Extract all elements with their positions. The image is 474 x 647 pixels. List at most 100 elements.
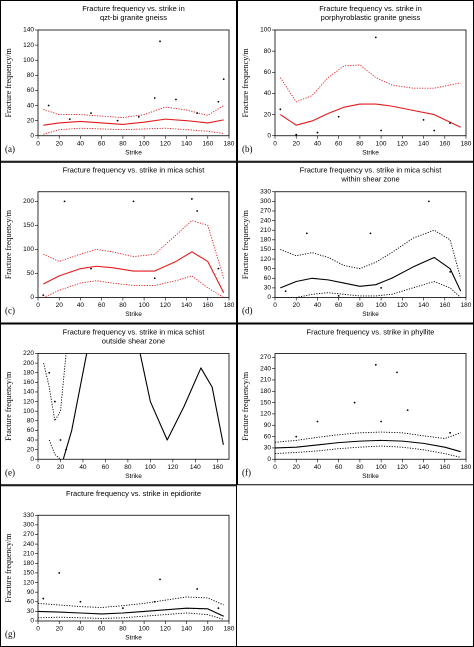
y-tick-label: 40 bbox=[27, 102, 35, 109]
x-tick-label: 160 bbox=[212, 464, 223, 471]
x-tick-label: 180 bbox=[224, 140, 235, 147]
data-point bbox=[153, 97, 156, 99]
x-tick-label: 60 bbox=[335, 302, 343, 309]
data-point bbox=[406, 409, 409, 412]
x-tick-label: 100 bbox=[376, 464, 387, 471]
data-point bbox=[42, 597, 45, 600]
data-point bbox=[159, 578, 161, 581]
data-point bbox=[284, 290, 287, 292]
y-axis-label: Fracture frequency/m bbox=[4, 48, 13, 118]
data-point bbox=[449, 270, 451, 273]
y-tick-label: 100 bbox=[23, 246, 34, 253]
data-point bbox=[196, 112, 199, 114]
y-axis-label: Fracture frequency/m bbox=[4, 371, 13, 441]
x-tick-label: 100 bbox=[376, 302, 387, 309]
data-point bbox=[59, 439, 62, 441]
x-tick-label: 140 bbox=[190, 464, 201, 471]
plot-content bbox=[38, 572, 224, 620]
x-axis-label: Strike bbox=[362, 473, 379, 480]
plot-frame bbox=[274, 191, 467, 298]
x-tick-label: 60 bbox=[102, 464, 110, 471]
confidence-line bbox=[43, 275, 224, 298]
plot-content bbox=[43, 40, 225, 135]
y-tick-label: 90 bbox=[264, 265, 272, 272]
y-tick-label: 50 bbox=[27, 270, 35, 277]
y-tick-label: 150 bbox=[260, 399, 271, 406]
panel-title: Fracture frequency vs. strike in mica sc… bbox=[63, 166, 206, 175]
fit-line bbox=[280, 103, 461, 128]
data-point bbox=[337, 115, 340, 118]
x-tick-label: 0 bbox=[36, 464, 40, 471]
x-tick-label: 140 bbox=[181, 302, 192, 309]
panel-title: qzt-bi granite gneiss bbox=[100, 13, 167, 22]
plot-content bbox=[280, 200, 462, 298]
y-tick-label: 200 bbox=[23, 198, 34, 205]
y-tick-label: 0 bbox=[267, 456, 271, 463]
fit-line bbox=[43, 251, 225, 293]
y-tick-label: 0 bbox=[30, 294, 34, 301]
x-tick-label: 180 bbox=[224, 626, 235, 633]
confidence-line bbox=[38, 612, 224, 620]
x-tick-label: 40 bbox=[314, 302, 322, 309]
panel-title: within shear zone bbox=[340, 175, 399, 184]
confidence-line bbox=[275, 431, 461, 443]
panel: Fracture frequency vs. strike inporphyro… bbox=[237, 0, 474, 162]
y-axis-label: Fracture frequency/m bbox=[241, 48, 250, 118]
y-tick-label: 210 bbox=[260, 227, 271, 234]
y-tick-label: 220 bbox=[23, 350, 34, 357]
y-axis-label: Fracture frequency/m bbox=[4, 209, 13, 279]
data-point bbox=[380, 420, 383, 423]
x-tick-label: 160 bbox=[202, 140, 213, 147]
data-point bbox=[48, 371, 51, 374]
y-tick-label: 270 bbox=[260, 208, 271, 215]
y-tick-label: 120 bbox=[260, 256, 271, 263]
x-tick-label: 140 bbox=[418, 464, 429, 471]
y-tick-label: 100 bbox=[23, 57, 34, 64]
y-tick-label: 100 bbox=[260, 27, 271, 34]
y-tick-label: 40 bbox=[264, 90, 272, 97]
confidence-line bbox=[43, 220, 225, 279]
plot-frame bbox=[37, 353, 230, 460]
data-point bbox=[68, 118, 71, 121]
panel-title: Fracture frequency vs. strike in mica sc… bbox=[300, 166, 443, 175]
x-tick-label: 120 bbox=[160, 302, 171, 309]
y-tick-label: 60 bbox=[27, 87, 35, 94]
confidence-line bbox=[38, 596, 224, 608]
x-axis-label: Strike bbox=[362, 311, 379, 318]
data-point bbox=[427, 200, 430, 203]
x-tick-label: 40 bbox=[314, 464, 322, 471]
fit-line bbox=[62, 353, 224, 460]
y-tick-label: 150 bbox=[23, 222, 34, 229]
x-tick-label: 80 bbox=[124, 464, 132, 471]
x-tick-label: 0 bbox=[273, 140, 277, 147]
x-tick-label: 60 bbox=[335, 464, 343, 471]
data-point bbox=[58, 572, 61, 574]
x-tick-label: 0 bbox=[36, 140, 40, 147]
y-axis-label: Fracture frequency/m bbox=[241, 209, 250, 279]
x-tick-label: 140 bbox=[418, 302, 429, 309]
plot-frame bbox=[274, 353, 467, 460]
data-point bbox=[337, 294, 340, 297]
panel-label: (b) bbox=[242, 144, 253, 154]
y-tick-label: 30 bbox=[264, 285, 272, 292]
y-tick-label: 140 bbox=[23, 389, 34, 396]
plot-frame bbox=[37, 191, 230, 298]
y-tick-label: 80 bbox=[264, 48, 272, 55]
x-tick-label: 0 bbox=[273, 302, 277, 309]
data-point bbox=[190, 198, 193, 200]
y-tick-label: 60 bbox=[264, 433, 272, 440]
data-point bbox=[380, 129, 383, 132]
x-tick-label: 80 bbox=[119, 302, 127, 309]
data-point bbox=[159, 40, 161, 43]
y-tick-label: 300 bbox=[23, 522, 34, 529]
panel: Fracture frequency vs. strike in phyllit… bbox=[237, 323, 474, 486]
data-point bbox=[217, 607, 220, 610]
x-tick-label: 60 bbox=[335, 140, 343, 147]
y-tick-label: 180 bbox=[260, 388, 271, 395]
y-tick-label: 240 bbox=[23, 541, 34, 548]
data-point bbox=[217, 100, 220, 103]
x-tick-label: 160 bbox=[439, 140, 450, 147]
y-axis-label: Fracture frequency/m bbox=[4, 533, 13, 603]
panel-border bbox=[0, 323, 237, 486]
